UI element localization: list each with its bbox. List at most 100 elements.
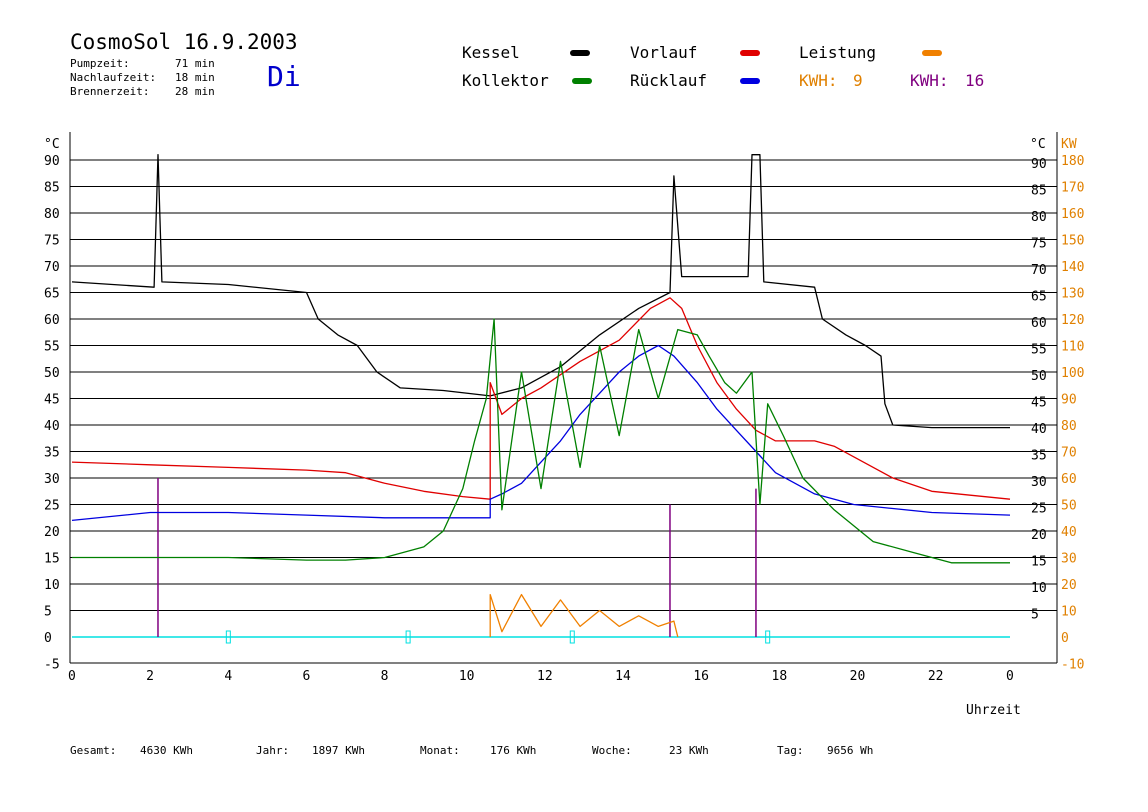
y-tick-left: 40: [44, 419, 60, 434]
x-tick: 8: [381, 669, 389, 684]
cyan-marker: [569, 630, 575, 644]
x-tick: 14: [615, 669, 631, 684]
y-tick-right: 20: [1031, 528, 1047, 543]
footer-value-jahr: 1897 KWh: [312, 744, 365, 757]
y-tick-kw: 20: [1061, 578, 1077, 593]
y-tick-right: 40: [1031, 422, 1047, 437]
legend-label-vorlauf: Vorlauf: [630, 43, 698, 62]
stat-label-brennerzeit: Brennerzeit:: [70, 85, 150, 98]
cyan-marker: [225, 630, 231, 644]
y-tick-kw: 180: [1061, 154, 1084, 169]
legend-swatch-kessel: [570, 50, 590, 56]
y-tick-right: 85: [1031, 184, 1047, 199]
footer-label-gesamt: Gesamt:: [70, 744, 117, 757]
stat-value-nachlaufzeit: 18 min: [175, 71, 215, 84]
chart-ticks: °C-5051015202530354045505560657075808590…: [44, 137, 1084, 684]
legend-swatch-kollektor: [572, 78, 592, 84]
y-tick-right: 25: [1031, 502, 1047, 517]
y-tick-kw: 50: [1061, 499, 1077, 514]
stat-value-pumpzeit: 71 min: [175, 57, 215, 70]
stat-label-nachlaufzeit: Nachlaufzeit:: [70, 71, 157, 84]
y-tick-kw: 30: [1061, 552, 1077, 567]
series-leistung: [489, 593, 679, 638]
y-tick-left: 45: [44, 393, 60, 408]
y-tick-left: 50: [44, 366, 60, 381]
x-tick: 12: [537, 669, 553, 684]
chart-title: CosmoSol 16.9.2003: [70, 30, 298, 54]
x-tick: 16: [693, 669, 709, 684]
y-tick-left: 90: [44, 154, 60, 169]
y-tick-left: 85: [44, 181, 60, 196]
y-tick-kw: 10: [1061, 605, 1077, 620]
y-tick-left: 80: [44, 207, 60, 222]
kwh-label-1: KWH:: [799, 71, 838, 90]
y-tick-right: 45: [1031, 396, 1047, 411]
legend-swatch-vorlauf: [740, 50, 760, 56]
y-tick-kw: 100: [1061, 366, 1084, 381]
y-tick-left: 55: [44, 340, 60, 355]
stat-label-pumpzeit: Pumpzeit:: [70, 57, 130, 70]
legend-swatch-ruecklauf: [740, 78, 760, 84]
footer-value-monat: 176 KWh: [490, 744, 537, 757]
y-tick-right: 55: [1031, 343, 1047, 358]
y-tick-right: 60: [1031, 316, 1047, 331]
series-vorlauf: [71, 297, 1011, 500]
chart-series: [71, 154, 1011, 644]
y-axis-kw-unit: KW: [1061, 137, 1077, 152]
series-kessel: [71, 154, 1010, 429]
kwh-value-2: 16: [965, 71, 985, 90]
y-tick-kw: 80: [1061, 419, 1077, 434]
x-tick: 20: [850, 669, 866, 684]
x-tick: 6: [303, 669, 311, 684]
x-axis-label: Uhrzeit: [966, 703, 1021, 718]
y-tick-left: 10: [44, 578, 60, 593]
y-tick-left: 60: [44, 313, 60, 328]
footer-label-woche: Woche:: [592, 744, 632, 757]
x-tick: 22: [928, 669, 944, 684]
y-tick-right: 70: [1031, 263, 1047, 278]
footer-value-gesamt: 4630 KWh: [140, 744, 193, 757]
y-tick-right: 80: [1031, 210, 1047, 225]
y-tick-kw: -10: [1061, 658, 1084, 673]
kwh-value-1: 9: [853, 71, 863, 90]
y-axis-left-unit: °C: [44, 137, 60, 152]
chart-grid: [69, 132, 1058, 664]
y-tick-right: 35: [1031, 449, 1047, 464]
footer-label-tag: Tag:: [777, 744, 804, 757]
y-tick-right: 50: [1031, 369, 1047, 384]
x-tick: 0: [68, 669, 76, 684]
y-tick-kw: 140: [1061, 260, 1084, 275]
x-tick: 2: [146, 669, 154, 684]
stat-value-brennerzeit: 28 min: [175, 85, 215, 98]
y-tick-kw: 120: [1061, 313, 1084, 328]
footer-label-monat: Monat:: [420, 744, 460, 757]
x-tick: 18: [772, 669, 788, 684]
x-tick: 4: [224, 669, 232, 684]
y-tick-kw: 0: [1061, 631, 1069, 646]
y-tick-kw: 60: [1061, 472, 1077, 487]
series-kollektor: [72, 318, 1010, 564]
y-tick-kw: 150: [1061, 234, 1084, 249]
y-tick-left: 25: [44, 499, 60, 514]
y-axis-right-unit: °C: [1030, 137, 1046, 152]
footer-label-jahr: Jahr:: [256, 744, 290, 757]
legend-label-kollektor: Kollektor: [462, 71, 549, 90]
y-tick-left: 5: [44, 605, 52, 620]
legend-label-ruecklauf: Rücklauf: [630, 71, 708, 90]
y-tick-left: 15: [44, 552, 60, 567]
y-tick-left: 65: [44, 287, 60, 302]
y-tick-right: 65: [1031, 290, 1047, 305]
cyan-marker: [765, 630, 771, 644]
footer-value-woche: 23 KWh: [669, 744, 709, 757]
kwh-label-2: KWH:: [910, 71, 949, 90]
x-tick: 10: [459, 669, 475, 684]
x-tick: 0: [1006, 669, 1014, 684]
y-tick-right: 30: [1031, 475, 1047, 490]
y-tick-left: -5: [44, 658, 60, 673]
y-tick-kw: 130: [1061, 287, 1084, 302]
footer-value-tag: 9656 Wh: [827, 744, 874, 757]
y-tick-left: 20: [44, 525, 60, 540]
y-tick-right: 10: [1031, 581, 1047, 596]
y-tick-kw: 70: [1061, 446, 1077, 461]
